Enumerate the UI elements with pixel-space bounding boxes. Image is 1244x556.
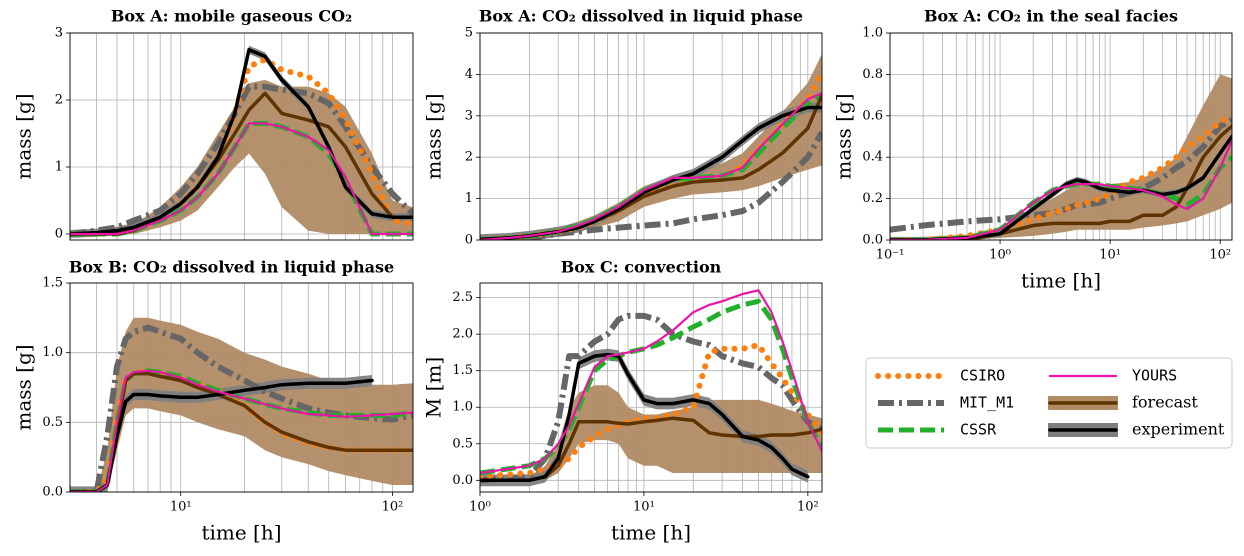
subplot-title: Box A: CO₂ in the seal facies (924, 7, 1178, 26)
y-tick-label: 5 (465, 26, 473, 41)
y-tick-label: 2 (465, 150, 473, 165)
plot-area (70, 317, 413, 492)
y-tick-label: 2.0 (452, 327, 473, 342)
y-axis-label: mass [g] (422, 93, 446, 179)
series-line (70, 378, 374, 492)
subplot: 0.0 0.5 1.0 1.5 10¹ 10² Box B: CO₂ dissolved i… (12, 258, 414, 545)
y-tick-label: 1 (55, 159, 63, 174)
legend-label: CSIRO (960, 367, 1005, 385)
x-tick-label: 10⁰ (469, 500, 491, 515)
legend-label: YOURS (1132, 367, 1177, 385)
subplot: 0 1 2 3 4 5 Box A: CO₂ dissolved in liquid pha… (422, 7, 823, 248)
x-tick-label: 10² (797, 500, 819, 515)
y-tick-label: 4 (465, 67, 473, 82)
series-line (890, 139, 1232, 240)
plot-area (70, 45, 413, 239)
y-tick-label: 0.0 (42, 485, 63, 500)
band (70, 375, 372, 492)
y-axis-label: mass [g] (12, 93, 36, 179)
x-tick-label: 10¹ (170, 500, 192, 515)
series-line (480, 312, 822, 484)
subplot-title: Box B: CO₂ dissolved in liquid phase (69, 258, 394, 277)
x-tick-label: 10⁻¹ (876, 248, 905, 263)
y-tick-label: 0.5 (42, 415, 63, 430)
axes-frame (69, 32, 414, 241)
y-tick-label: 2.5 (452, 290, 473, 305)
series-line (70, 83, 413, 237)
x-tick-label: 10¹ (1099, 248, 1121, 263)
y-tick-label: 0.0 (862, 233, 883, 248)
x-tick-label: 10² (382, 500, 404, 515)
legend-label: MIT_M1 (960, 394, 1014, 412)
series-line (480, 91, 822, 240)
subplot-title: Box A: CO₂ dissolved in liquid phase (479, 7, 803, 26)
y-tick-label: 1 (465, 191, 473, 206)
y-tick-label: 2 (55, 92, 63, 107)
y-tick-label: 3 (55, 26, 63, 41)
series-line (177, 56, 413, 227)
band (890, 74, 1232, 240)
band (70, 79, 413, 235)
legend-label: forecast (1132, 393, 1198, 412)
x-tick-label: 10⁰ (989, 248, 1011, 263)
legend-label: experiment (1132, 420, 1225, 439)
series-line (890, 117, 1232, 233)
axes-frame (479, 282, 823, 493)
y-tick-label: 0.2 (862, 191, 883, 206)
series-line (70, 369, 413, 492)
x-axis-label: time [h] (1021, 269, 1101, 293)
y-tick-label: 1.0 (862, 26, 883, 41)
subplot: 0.0 0.2 0.4 0.6 0.8 1.0 10⁻¹ 10⁰ 10¹ 10² Box A: CO… (832, 7, 1233, 293)
series-line (480, 289, 822, 475)
y-tick-label: 1.5 (452, 363, 473, 378)
x-axis-label: time [h] (201, 521, 281, 545)
y-axis-label: mass [g] (12, 344, 36, 430)
x-tick-label: 10² (1209, 248, 1231, 263)
y-axis-label: M [m] (422, 357, 446, 418)
series-line (480, 342, 822, 480)
y-tick-label: 1.0 (452, 400, 473, 415)
series-line (890, 134, 1232, 240)
y-tick-label: 0.5 (452, 436, 473, 451)
subplot-title: Box C: convection (561, 258, 722, 277)
series-line (70, 371, 413, 492)
y-tick-label: 3 (465, 108, 473, 123)
subplot-title: Box A: mobile gaseous CO₂ (111, 7, 352, 26)
axes-frame (479, 32, 823, 241)
subplot: 0 1 2 3 Box A: mobile gaseous CO₂ mass [g] (12, 7, 414, 241)
y-tick-label: 0.8 (862, 67, 883, 82)
y-tick-label: 0.6 (862, 108, 883, 123)
series-line (70, 324, 413, 492)
x-axis-label: time [h] (611, 521, 691, 545)
axes-frame (889, 32, 1233, 241)
y-tick-label: 0.0 (452, 473, 473, 488)
y-tick-label: 0 (465, 233, 473, 248)
band (480, 53, 822, 240)
y-tick-label: 0 (55, 226, 63, 241)
legend: CSIRO MIT_M1 CSSR YOURS forecast experiment (865, 357, 1233, 449)
series-line (480, 416, 822, 483)
y-axis-label: mass [g] (832, 93, 856, 179)
y-tick-label: 1.5 (42, 276, 63, 291)
subplot: 0.0 0.5 1.0 1.5 2.0 2.5 10⁰ 10¹ 10² Box C: convec… (422, 258, 823, 545)
legend-label: CSSR (960, 421, 997, 439)
series-line (70, 47, 413, 236)
x-tick-label: 10¹ (633, 500, 655, 515)
plot-area (890, 74, 1232, 240)
band (480, 385, 822, 481)
plot-area (480, 53, 822, 240)
plot-area (480, 289, 822, 487)
y-tick-label: 0.4 (862, 150, 883, 165)
series-line (70, 122, 413, 236)
axes-frame (69, 282, 414, 493)
series-line (528, 130, 822, 240)
y-tick-label: 1.0 (42, 345, 63, 360)
